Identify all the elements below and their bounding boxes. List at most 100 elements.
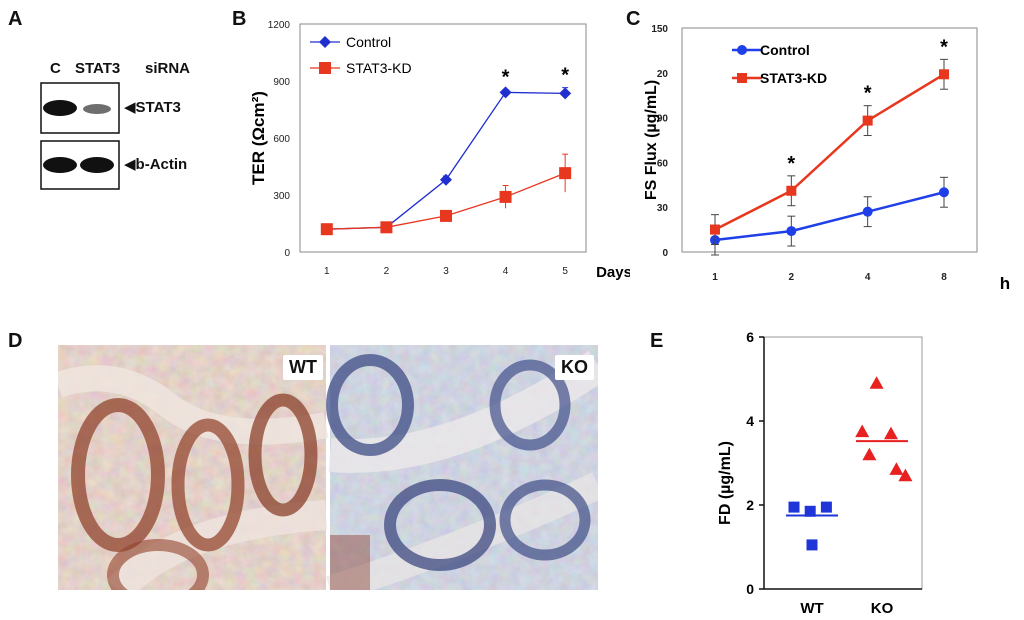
y-tick-label-b-0: 0 (284, 248, 290, 259)
data-point-e-0-2 (820, 501, 832, 513)
y-tick-label-e-2: 4 (746, 413, 754, 429)
micrograph-tag-wt: WT (283, 355, 323, 380)
y-axis-title-c: FS Flux (µg/mL) (643, 80, 660, 200)
data-point-e-1-5 (898, 468, 913, 482)
data-point-b-1-0 (320, 223, 333, 236)
data-point-c-0-2 (862, 206, 873, 217)
y-tick-label-b-1: 300 (273, 191, 290, 202)
micrograph-ko (325, 345, 598, 590)
data-point-b-1-4 (559, 167, 572, 180)
x-tick-label-c-3: 8 (941, 272, 947, 283)
legend-label-c-1: STAT3-KD (760, 70, 827, 86)
micrograph-tag-ko: KO (555, 355, 594, 380)
plot-frame-b (299, 23, 587, 253)
y-tick-label-e-3: 6 (746, 329, 754, 345)
legend-marker-b-1 (319, 62, 331, 74)
y-tick-label-e-1: 2 (746, 497, 754, 513)
series-line-b-0 (326, 91, 566, 230)
data-point-e-0-1 (804, 505, 816, 517)
data-point-b-1-1 (380, 221, 393, 234)
series-e-1 (855, 376, 913, 482)
y-tick-label-b-3: 900 (273, 77, 290, 88)
data-point-e-1-1 (855, 424, 870, 438)
blot-stat3 (40, 82, 120, 134)
panel-letter-a: A (8, 8, 23, 30)
x-tick-label-b-1: 2 (384, 266, 390, 277)
y-tick-label-e-0: 0 (746, 581, 754, 597)
x-tick-label-b-0: 1 (324, 266, 330, 277)
x-tick-label-e-1: KO (871, 600, 894, 617)
data-point-c-1-0 (710, 224, 720, 235)
significance-star-b-1: * (561, 65, 569, 87)
x-axis-title-b: Days (596, 264, 630, 281)
significance-star-c-0: * (787, 153, 795, 175)
panel-letter-c: C (626, 8, 641, 30)
plot-frame-e (763, 336, 923, 590)
series-line-c-1 (714, 73, 945, 231)
series-c-0 (710, 176, 949, 256)
data-point-c-1-3 (939, 69, 949, 80)
legend-marker-c-0 (737, 45, 747, 55)
y-tick-label-c-2: 60 (657, 158, 669, 169)
legend-marker-c-1 (737, 73, 747, 83)
series-line-c-0 (714, 191, 945, 242)
chart-c: 0 30 60 90 20 150 1 2 4 8 h FS Flux (µg/mL) * * * Contr… (643, 24, 1010, 290)
significance-star-b-0: * (502, 67, 510, 89)
chart-e: 0 2 4 6 WT KO FD (µg/mL) (717, 329, 923, 617)
x-axis-title-c: h (1000, 274, 1010, 290)
legend-marker-b-0 (319, 36, 331, 48)
lane-label-stat3: STAT3 (75, 60, 121, 77)
x-tick-label-c-0: 1 (712, 272, 718, 283)
x-tick-label-c-2: 4 (865, 272, 871, 283)
x-tick-label-b-4: 5 (562, 266, 568, 277)
legend-b: Control STAT3-KD (310, 34, 412, 76)
chart-b: 0 300 600 900 1200 1 2 3 4 5 Days TER (Ωcm²) * * Contr… (249, 20, 630, 281)
stat3-band-control (43, 100, 77, 116)
panel-letter-d: D (8, 330, 23, 352)
legend-label-b-1: STAT3-KD (346, 60, 412, 76)
blot-label-actin-text: b-Actin (135, 156, 188, 173)
series-b-1 (320, 153, 572, 236)
data-point-e-0-3 (806, 539, 818, 551)
series-c-1 (710, 58, 949, 246)
lane-label-control: C (50, 60, 61, 77)
y-tick-label-c-5: 150 (651, 24, 668, 35)
data-point-b-1-2 (439, 209, 452, 222)
data-point-e-1-0 (869, 376, 884, 389)
data-point-e-0-0 (788, 501, 800, 513)
lane-label-sirna: siRNA (145, 60, 191, 77)
legend-c: Control STAT3-KD (732, 42, 827, 86)
data-point-b-0-2 (439, 173, 452, 186)
y-tick-label-c-0: 0 (662, 248, 668, 259)
micrograph-wt (58, 345, 329, 590)
data-point-e-1-4 (889, 462, 904, 475)
legend-label-b-0: Control (346, 34, 391, 50)
data-point-c-0-3 (939, 187, 949, 198)
series-e-0 (786, 501, 838, 551)
x-tick-label-e-0: WT (800, 600, 823, 617)
panel-letter-e: E (650, 330, 664, 352)
blot-label-actin: ◀b-Actin (124, 156, 188, 173)
data-point-e-1-3 (862, 447, 877, 461)
blot-label-stat3-text: STAT3 (135, 99, 181, 116)
y-tick-label-b-4: 1200 (268, 20, 291, 31)
x-tick-label-c-1: 2 (789, 272, 795, 283)
actin-band-control (43, 157, 77, 173)
significance-star-c-2: * (940, 36, 948, 58)
data-point-b-1-3 (499, 190, 512, 203)
blot-label-stat3: ◀STAT3 (124, 99, 181, 116)
data-point-c-0-1 (786, 226, 797, 237)
panel-letter-b: B (232, 8, 247, 30)
y-tick-label-c-1: 30 (657, 203, 669, 214)
data-point-c-1-1 (786, 185, 797, 196)
y-tick-label-c-4: 20 (657, 69, 669, 80)
micrograph-pair (58, 345, 598, 590)
data-point-b-0-4 (559, 87, 572, 100)
y-tick-label-b-2: 600 (273, 134, 290, 145)
data-point-b-0-3 (499, 86, 512, 99)
data-point-c-1-2 (862, 115, 873, 126)
significance-star-c-1: * (864, 83, 872, 105)
y-tick-label-c-3: 90 (657, 114, 669, 125)
y-axis-title-e: FD (µg/mL) (717, 441, 734, 525)
x-tick-label-b-3: 4 (503, 266, 509, 277)
